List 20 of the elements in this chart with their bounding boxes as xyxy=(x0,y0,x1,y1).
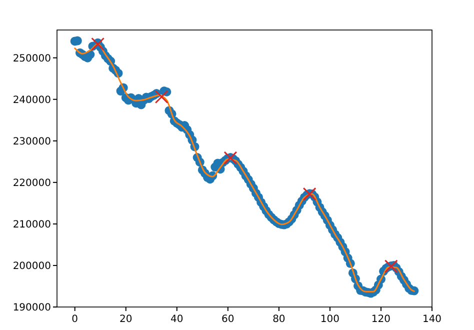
x-tick-label: 40 xyxy=(170,314,184,325)
x-tick-label: 60 xyxy=(222,314,234,325)
y-tick-label: 210000 xyxy=(12,219,51,230)
x-tick-label: 140 xyxy=(422,314,442,325)
y-tick-label: 220000 xyxy=(12,178,51,189)
y-tick-label: 250000 xyxy=(12,53,51,64)
point xyxy=(384,260,398,274)
x-tick-label: 120 xyxy=(371,314,391,325)
y-tick-label: 240000 xyxy=(12,94,51,106)
x-tick-label: 100 xyxy=(320,314,340,325)
point xyxy=(302,187,316,201)
point xyxy=(224,151,238,165)
x-tick-label: 80 xyxy=(272,314,286,325)
y-tick-label: 200000 xyxy=(12,260,51,272)
point xyxy=(91,37,105,51)
x-tick-label: 0 xyxy=(72,314,78,325)
y-tick-label: 190000 xyxy=(12,302,51,314)
point xyxy=(154,90,168,104)
x-tick-label: 20 xyxy=(120,314,132,325)
y-tick-label: 230000 xyxy=(12,136,51,148)
